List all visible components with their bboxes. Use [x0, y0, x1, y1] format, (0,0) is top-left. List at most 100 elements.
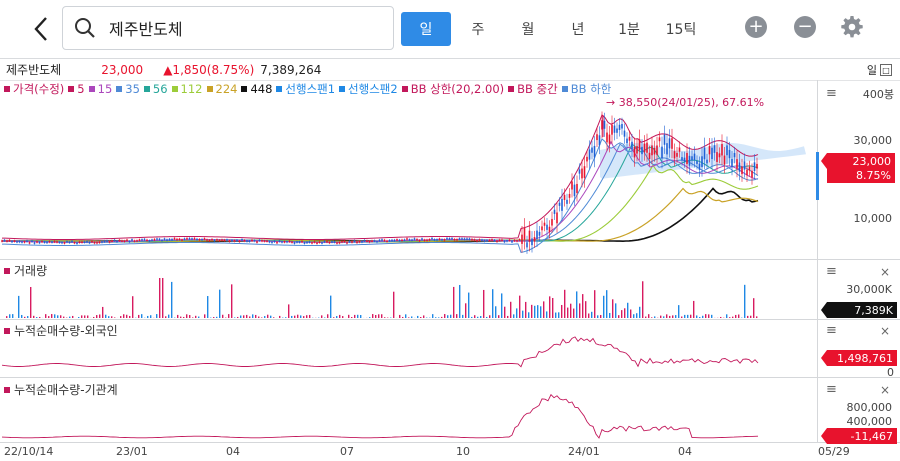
candle-body	[201, 238, 203, 241]
candle-body	[388, 239, 391, 242]
volume-bar	[369, 317, 371, 318]
legend-item[interactable]: 15	[88, 81, 112, 97]
volume-bar	[105, 314, 107, 318]
legend-swatch	[241, 86, 248, 92]
candle-body	[601, 120, 603, 130]
menu-icon[interactable]: ≡	[826, 86, 837, 101]
candle-body	[436, 239, 438, 241]
legend-item[interactable]: 224	[206, 81, 237, 97]
candle-body	[746, 169, 748, 176]
candle-body	[546, 224, 548, 230]
tick-select[interactable]: 15틱	[665, 22, 697, 38]
search-icon	[75, 18, 95, 38]
candle-body	[81, 241, 83, 243]
indicator-legend: 가격(수정) 5 15 35 56 112 224 448 선행스팬1 선행스팬2 BB 상한(20…	[4, 81, 819, 97]
legend-item[interactable]: BB 중간	[508, 81, 558, 97]
price-chart[interactable]	[0, 97, 818, 259]
candle-body	[496, 240, 498, 243]
candle-body	[736, 159, 738, 169]
volume-bar	[381, 314, 383, 318]
candle-body	[241, 239, 243, 241]
zoom-in-button[interactable]: +	[745, 16, 767, 38]
close-icon[interactable]: ×	[880, 324, 891, 338]
candle-body	[333, 241, 336, 243]
volume-chart[interactable]	[0, 261, 818, 319]
candle-body	[78, 241, 81, 243]
volume-bar	[84, 315, 86, 318]
candle-body	[326, 240, 328, 243]
institution-net-buy-chart[interactable]	[0, 379, 818, 443]
volume-bar	[87, 315, 89, 318]
price-axis-label: 30,000	[853, 134, 893, 147]
legend-item[interactable]: 448	[241, 81, 272, 97]
minute-select[interactable]: 1분	[618, 22, 640, 38]
zoom-out-button[interactable]: −	[794, 16, 816, 38]
menu-icon[interactable]: ≡	[826, 382, 837, 397]
candle-body	[338, 242, 341, 244]
search-input[interactable]: 제주반도체	[109, 20, 183, 39]
candle-body	[271, 241, 273, 244]
candle-body	[273, 240, 276, 243]
legend-item[interactable]: 112	[171, 81, 203, 97]
volume-bar	[192, 317, 194, 318]
volume-bar	[603, 295, 605, 318]
candle-body	[471, 238, 473, 241]
volume-bar	[129, 315, 131, 318]
candle-body	[91, 240, 93, 243]
menu-icon[interactable]: ≡	[826, 323, 837, 338]
volume-bar	[162, 278, 164, 318]
candle-body	[296, 241, 298, 243]
candle-body	[208, 239, 211, 242]
volume-bar	[432, 314, 434, 318]
candle-body	[513, 239, 516, 242]
candle-body	[413, 238, 416, 240]
candle-body	[148, 240, 151, 242]
volume-bar	[708, 314, 710, 318]
period-month-tab[interactable]: 월	[521, 22, 535, 38]
volume-bar	[219, 289, 221, 318]
volume-bar	[639, 306, 641, 318]
candle-body	[653, 147, 656, 155]
volume-bar	[627, 302, 629, 318]
volume-bar	[612, 299, 614, 318]
candle-body	[73, 242, 76, 244]
legend-item[interactable]: 선행스팬2	[339, 81, 398, 97]
period-week-tab[interactable]: 주	[471, 22, 485, 38]
volume-bar	[528, 312, 530, 318]
close-icon[interactable]: ×	[880, 265, 891, 279]
gear-icon[interactable]	[840, 15, 864, 39]
volume-bar	[303, 316, 305, 318]
legend-swatch	[401, 86, 408, 92]
back-button[interactable]	[26, 14, 56, 44]
legend-item[interactable]: 35	[116, 81, 140, 97]
volume-bar	[120, 316, 122, 318]
period-year-tab[interactable]: 년	[571, 22, 585, 38]
foreign-net-buy-chart[interactable]	[0, 321, 818, 377]
legend-item[interactable]: BB 하한	[561, 81, 611, 97]
legend-item[interactable]: 선행스팬1	[276, 81, 335, 97]
volume-bar	[252, 314, 254, 318]
candle-body	[33, 242, 36, 244]
candle-body	[478, 239, 481, 241]
candle-body	[631, 141, 633, 150]
search-box[interactable]: 제주반도체	[62, 6, 394, 50]
volume-bar	[564, 289, 566, 318]
legend-item[interactable]: BB 상한(20,2.00)	[401, 81, 504, 97]
period-day-tab[interactable]: 일	[401, 12, 451, 46]
legend-item[interactable]: 5	[68, 81, 85, 97]
close-icon[interactable]: ×	[880, 383, 891, 397]
legend-item[interactable]: 가격(수정)	[4, 81, 64, 97]
candle-body	[691, 156, 693, 161]
volume-bar	[531, 304, 533, 318]
volume-bar	[285, 317, 287, 318]
candle-body	[556, 212, 558, 224]
volume-bar	[675, 315, 677, 318]
volume-bar	[207, 296, 209, 318]
volume-bar	[48, 316, 50, 318]
candle-body	[723, 155, 726, 165]
unit-toggle[interactable]: 일 □	[867, 62, 892, 78]
legend-item[interactable]: 56	[143, 81, 168, 97]
menu-icon[interactable]: ≡	[826, 264, 837, 279]
candle-body	[663, 134, 666, 145]
institution-axis-label: 400,000	[846, 415, 893, 428]
